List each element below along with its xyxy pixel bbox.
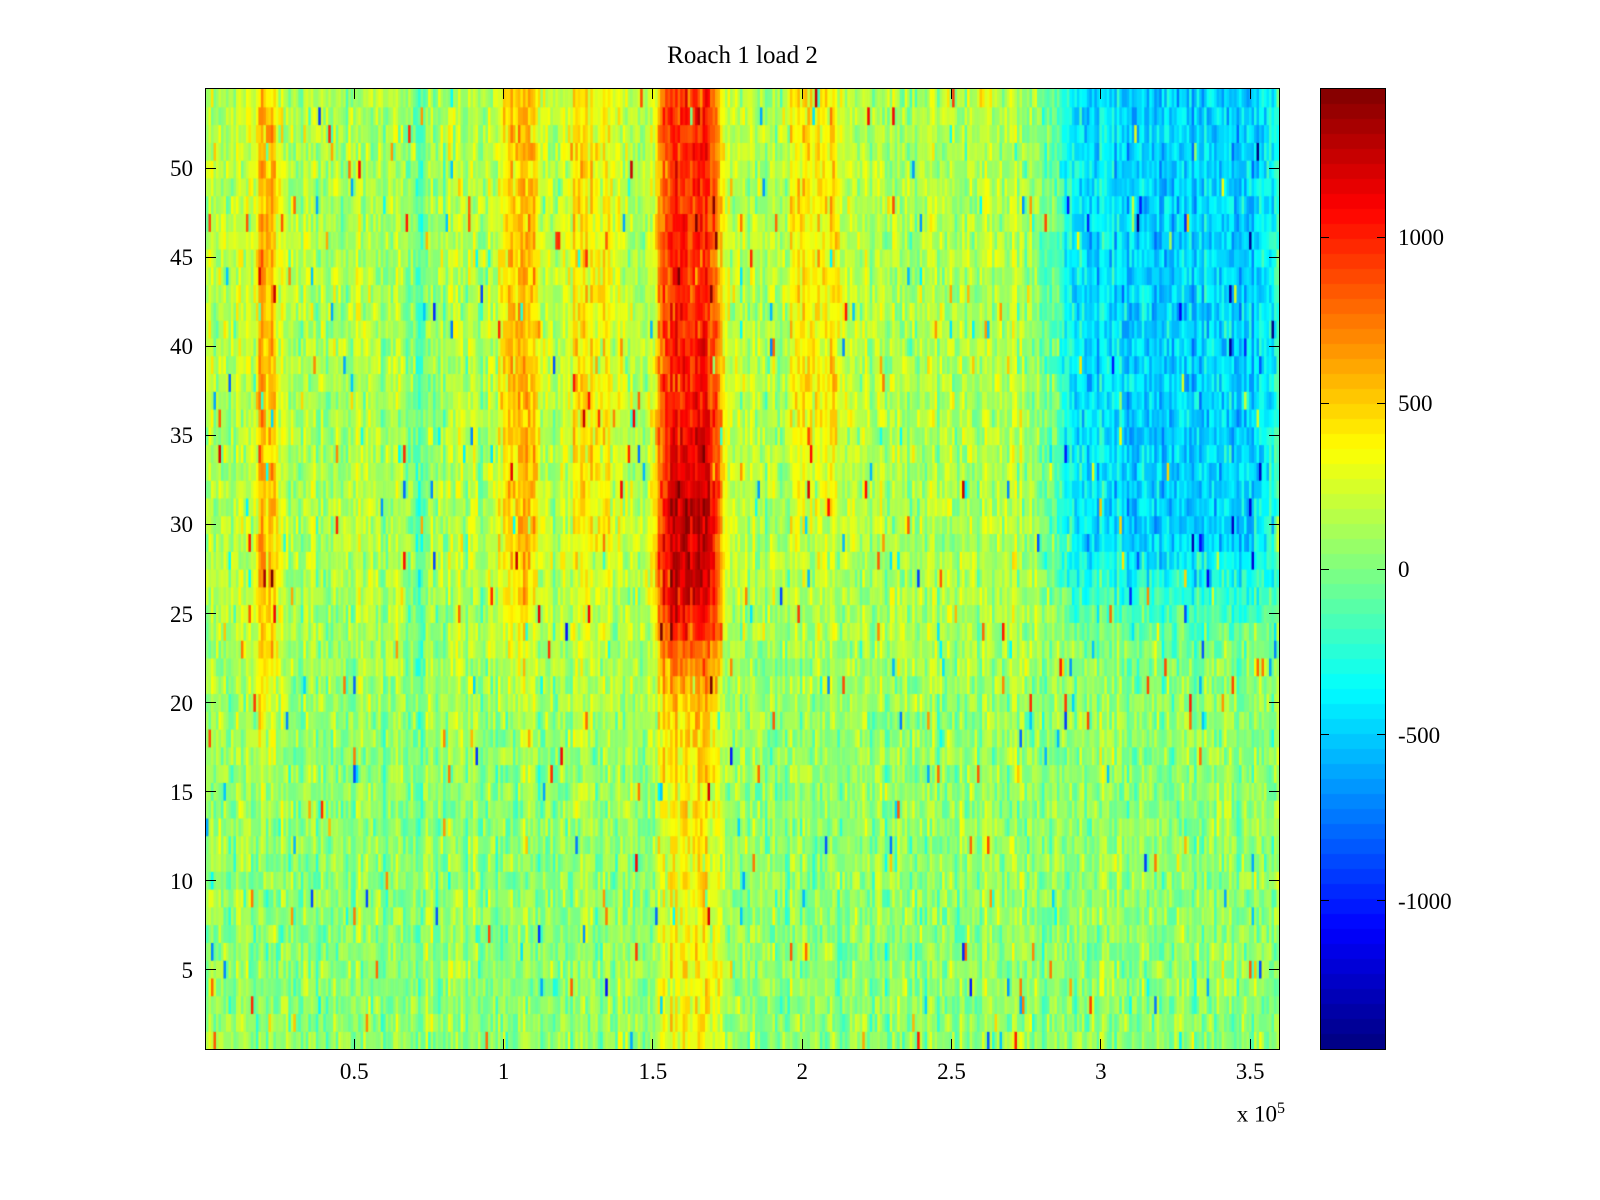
y-tick-mark: [205, 523, 216, 525]
y-axis-tick-label: 15: [170, 779, 193, 805]
y-tick-mark-right: [1269, 969, 1280, 971]
colorbar-canvas: [1321, 89, 1385, 1049]
x-tick-mark-top: [951, 88, 953, 99]
y-tick-mark-right: [1269, 167, 1280, 169]
x-axis-tick-label: 2: [796, 1059, 808, 1084]
y-tick-mark-right: [1269, 345, 1280, 347]
y-tick-mark-right: [1269, 434, 1280, 436]
colorbar-tick-label: -1000: [1398, 888, 1452, 914]
x-axis-multiplier-exponent: 5: [1277, 1100, 1285, 1117]
colorbar: [1320, 88, 1386, 1050]
colorbar-tick-mark: [1377, 900, 1386, 902]
y-tick-mark-right: [1269, 880, 1280, 882]
x-axis-multiplier-prefix: x 10: [1236, 1101, 1277, 1127]
chart-title: Roach 1 load 2: [667, 42, 818, 69]
x-axis-tick-label: 2.5: [937, 1059, 966, 1084]
y-axis-tick-label: 40: [170, 334, 193, 360]
y-tick-mark-right: [1269, 791, 1280, 793]
x-tick-mark-top: [353, 88, 355, 99]
x-tick-mark: [353, 1039, 355, 1050]
colorbar-tick-label: 500: [1398, 391, 1433, 417]
y-axis-tick-label: 25: [170, 601, 193, 627]
x-tick-mark: [652, 1039, 654, 1050]
x-tick-mark-top: [1249, 88, 1251, 99]
y-tick-mark: [205, 167, 216, 169]
y-tick-mark: [205, 613, 216, 615]
x-axis-tick-label: 1: [497, 1059, 510, 1084]
y-tick-mark-right: [1269, 702, 1280, 704]
y-tick-mark: [205, 256, 216, 258]
y-tick-mark: [205, 702, 216, 704]
x-tick-mark-top: [503, 88, 505, 99]
colorbar-tick-mark-left: [1320, 236, 1329, 238]
x-tick-mark-top: [1100, 88, 1102, 99]
y-axis-tick-label: 45: [170, 245, 193, 271]
x-tick-mark-top: [801, 88, 803, 99]
x-axis-tick-label: 0.5: [339, 1059, 369, 1084]
colorbar-tick-mark-left: [1320, 734, 1329, 736]
colorbar-tick-label: -500: [1398, 722, 1441, 748]
y-tick-mark: [205, 434, 216, 436]
y-tick-mark-right: [1269, 613, 1280, 615]
x-tick-mark: [503, 1039, 505, 1050]
y-tick-mark-right: [1269, 256, 1280, 258]
y-tick-mark: [205, 791, 216, 793]
colorbar-tick-mark-left: [1320, 900, 1329, 902]
y-tick-mark: [205, 880, 216, 882]
colorbar-tick-mark-left: [1320, 568, 1329, 570]
colorbar-tick-mark: [1377, 402, 1386, 404]
colorbar-tick-label: 0: [1398, 557, 1410, 582]
x-tick-mark: [951, 1039, 953, 1050]
y-axis-tick-label: 35: [170, 423, 193, 449]
x-axis-tick-label: 1.5: [638, 1059, 668, 1084]
y-tick-mark: [205, 345, 216, 347]
colorbar-tick-mark: [1377, 734, 1386, 736]
x-tick-mark: [1249, 1039, 1251, 1050]
y-axis-tick-label: 20: [170, 690, 193, 716]
x-tick-mark: [1100, 1039, 1102, 1050]
x-axis-multiplier-label: x 105: [1135, 1100, 1285, 1128]
y-tick-mark: [205, 969, 216, 971]
x-axis-tick-label: 3.5: [1235, 1059, 1265, 1084]
heatmap-plot-area: [205, 88, 1280, 1050]
x-axis-tick-label: 3: [1095, 1059, 1107, 1084]
y-axis-tick-label: 30: [170, 512, 193, 538]
y-axis-tick-label: 10: [170, 868, 193, 894]
colorbar-tick-mark-left: [1320, 402, 1329, 404]
x-tick-mark-top: [652, 88, 654, 99]
colorbar-tick-mark: [1377, 236, 1386, 238]
y-axis-tick-label: 50: [170, 156, 193, 182]
x-tick-mark: [801, 1039, 803, 1050]
y-tick-mark-right: [1269, 523, 1280, 525]
y-axis-tick-label: 5: [181, 957, 194, 983]
colorbar-tick-label: 1000: [1398, 225, 1444, 251]
heatmap-canvas: [206, 89, 1279, 1049]
colorbar-tick-mark: [1377, 568, 1386, 570]
